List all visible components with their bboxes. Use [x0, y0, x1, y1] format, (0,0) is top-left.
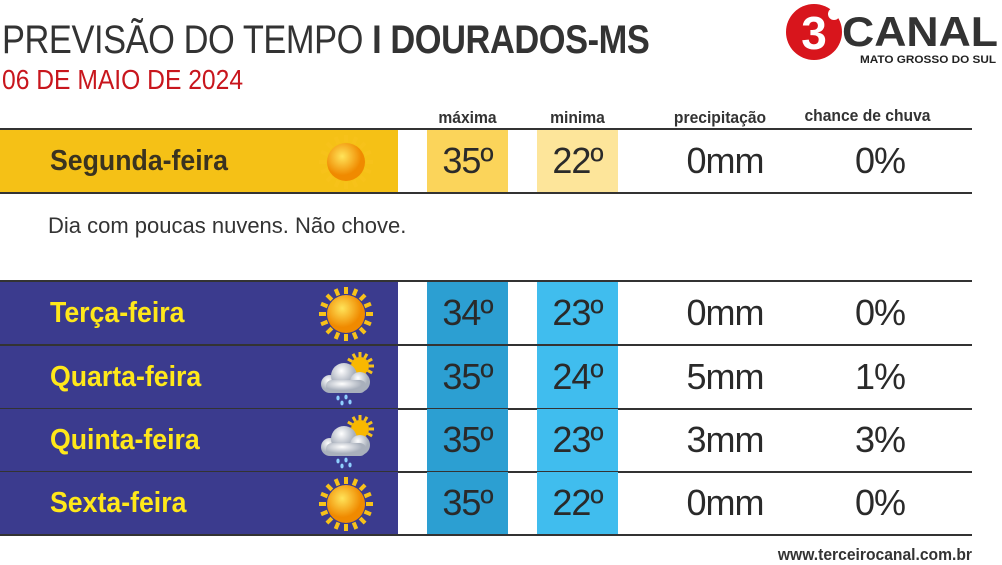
day-name: Segunda-feira	[50, 144, 228, 177]
divider-line	[0, 128, 972, 130]
forecast-date: 06 DE MAIO DE 2024	[2, 64, 244, 95]
rain-chance: 1%	[854, 356, 906, 397]
column-header-chance: chance de chuva	[804, 106, 931, 125]
forecast-row: Quarta-feira 35º 24º 5mm 1%	[0, 346, 972, 408]
rain-chance: 0%	[854, 292, 906, 333]
day-name: Terça-feira	[50, 296, 185, 329]
min-temp: 22º	[537, 130, 618, 192]
title-light: PREVISÃO DO TEMPO	[2, 18, 363, 62]
min-temp: 24º	[537, 346, 618, 408]
sun-icon	[316, 476, 376, 532]
day-cell: Quarta-feira	[0, 346, 398, 408]
cloud-sun-rain-icon	[316, 413, 376, 469]
rain-chance: 0%	[854, 140, 906, 181]
divider-line	[0, 192, 972, 194]
max-temp: 35º	[427, 130, 508, 192]
day-name: Quarta-feira	[50, 360, 202, 393]
column-header-max: máxima	[438, 108, 497, 127]
day-name: Quinta-feira	[50, 423, 200, 456]
today-description: Dia com poucas nuvens. Não chove.	[48, 213, 407, 238]
forecast-row: Terça-feira 34º 23º 0mm 0%	[0, 282, 972, 344]
precipitation: 0mm	[686, 292, 765, 333]
precipitation: 5mm	[686, 356, 765, 397]
page-title: PREVISÃO DO TEMPO I DOURADOS-MS	[2, 18, 650, 63]
rain-chance: 0%	[854, 482, 906, 523]
sun-icon	[316, 286, 376, 342]
footer-url[interactable]: www.terceirocanal.com.br	[777, 545, 972, 564]
svg-text:MATO GROSSO DO SUL: MATO GROSSO DO SUL	[860, 54, 996, 66]
svg-text:3: 3	[801, 7, 827, 59]
divider-line	[0, 280, 972, 282]
max-temp: 35º	[427, 472, 508, 534]
column-header-min: minima	[550, 108, 605, 127]
max-temp: 35º	[427, 346, 508, 408]
rain-chance: 3%	[854, 419, 906, 460]
title-city: I DOURADOS-MS	[372, 18, 650, 62]
precipitation: 0mm	[686, 140, 765, 181]
cloud-sun-rain-icon	[316, 350, 376, 406]
day-cell: Quinta-feira	[0, 409, 398, 471]
column-header-precip: precipitação	[673, 108, 767, 127]
day-name: Sexta-feira	[50, 486, 187, 519]
precipitation: 3mm	[686, 419, 765, 460]
min-temp: 23º	[537, 282, 618, 344]
divider-line	[0, 534, 972, 536]
max-temp: 35º	[427, 409, 508, 471]
day-cell: Sexta-feira	[0, 472, 398, 534]
max-temp: 34º	[427, 282, 508, 344]
min-temp: 23º	[537, 409, 618, 471]
channel-logo: 3 CANAL MATO GROSSO DO SUL	[786, 4, 998, 66]
day-cell: Segunda-feira	[0, 130, 398, 192]
sun-icon	[316, 134, 376, 190]
day-cell: Terça-feira	[0, 282, 398, 344]
precipitation: 0mm	[686, 482, 765, 523]
svg-text:CANAL: CANAL	[842, 8, 998, 55]
min-temp: 22º	[537, 472, 618, 534]
forecast-row: Quinta-feira 35º 23º 3mm 3%	[0, 409, 972, 471]
forecast-row: Sexta-feira 35º 22º 0mm 0%	[0, 472, 972, 534]
today-row: Segunda-feira 35º 22º 0mm 0%	[0, 130, 972, 192]
divider-line	[0, 344, 972, 346]
